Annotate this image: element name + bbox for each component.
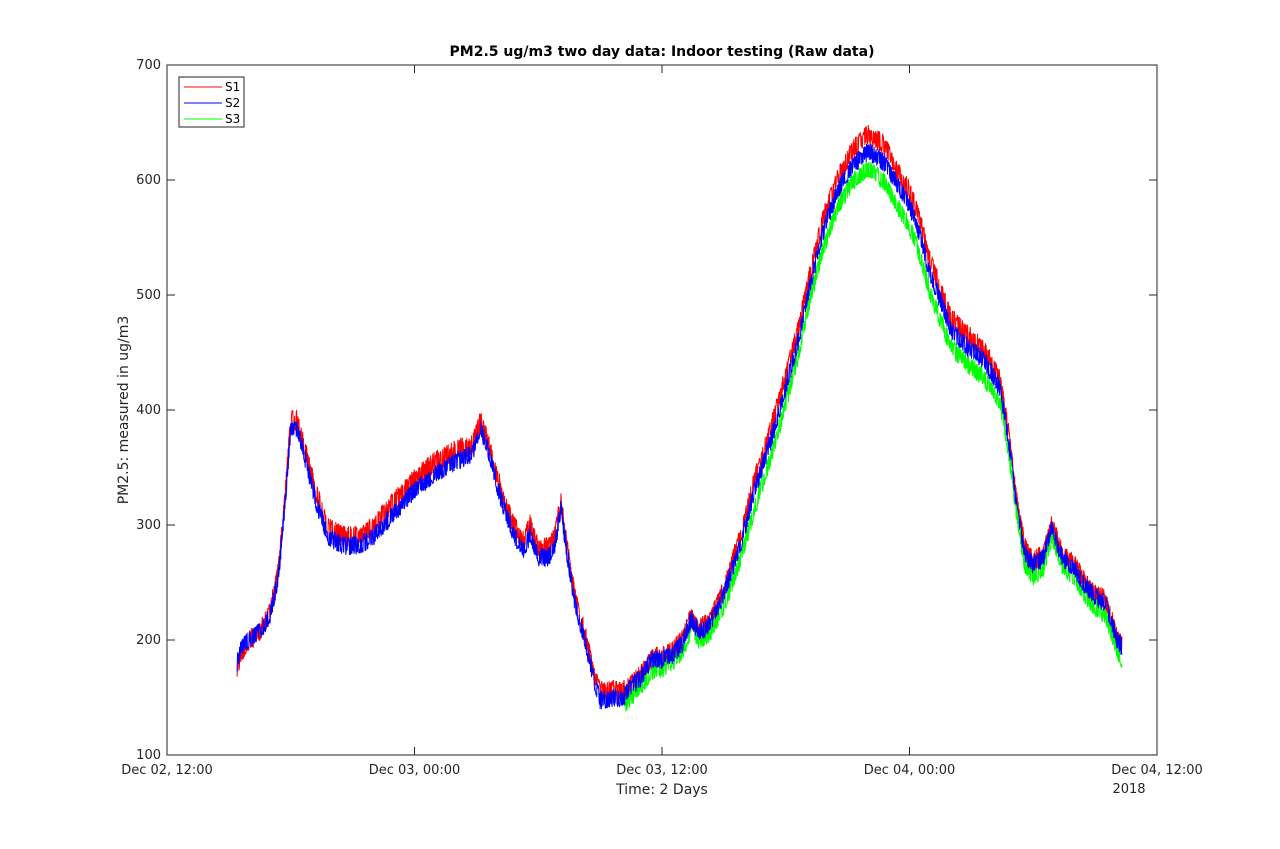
x-axis-label: Time: 2 Days bbox=[615, 782, 708, 798]
x-tick-label: Dec 04, 12:00 bbox=[1111, 763, 1203, 778]
y-axis-label: PM2.5: measured in ug/m3 bbox=[116, 316, 132, 505]
x-tick-label: Dec 03, 00:00 bbox=[369, 763, 461, 778]
y-tick-label: 700 bbox=[136, 58, 161, 73]
legend: S1 S2 S3 bbox=[178, 76, 245, 128]
x-axis-year-label: 2018 bbox=[1112, 782, 1145, 797]
y-tick-label: 400 bbox=[136, 403, 161, 418]
x-tick-label: Dec 04, 00:00 bbox=[864, 763, 956, 778]
legend-label-s1: S1 bbox=[225, 80, 240, 94]
series-line-s2 bbox=[236, 421, 626, 710]
legend-label-s2: S2 bbox=[225, 96, 240, 110]
x-axis: Dec 02, 12:00 Dec 03, 00:00 Dec 03, 12:00 D… bbox=[121, 65, 1203, 778]
y-tick-label: 200 bbox=[136, 633, 161, 648]
legend-entry-s2: S2 bbox=[184, 96, 240, 110]
legend-entry-s1: S1 bbox=[184, 80, 240, 94]
y-tick-label: 600 bbox=[136, 173, 161, 188]
x-tick-label: Dec 02, 12:00 bbox=[121, 763, 213, 778]
y-tick-label: 300 bbox=[136, 518, 161, 533]
series-line-s2 bbox=[624, 143, 1123, 700]
y-axis: 100 200 300 400 500 600 700 bbox=[136, 58, 1157, 763]
legend-label-s3: S3 bbox=[225, 112, 240, 126]
chart-title: PM2.5 ug/m3 two day data: Indoor testing… bbox=[450, 44, 875, 60]
series-s2 bbox=[236, 143, 1123, 710]
y-tick-label: 100 bbox=[136, 748, 161, 763]
x-tick-label: Dec 03, 12:00 bbox=[616, 763, 708, 778]
y-tick-label: 500 bbox=[136, 288, 161, 303]
series-layer bbox=[236, 124, 1123, 712]
legend-entry-s3: S3 bbox=[184, 112, 240, 126]
